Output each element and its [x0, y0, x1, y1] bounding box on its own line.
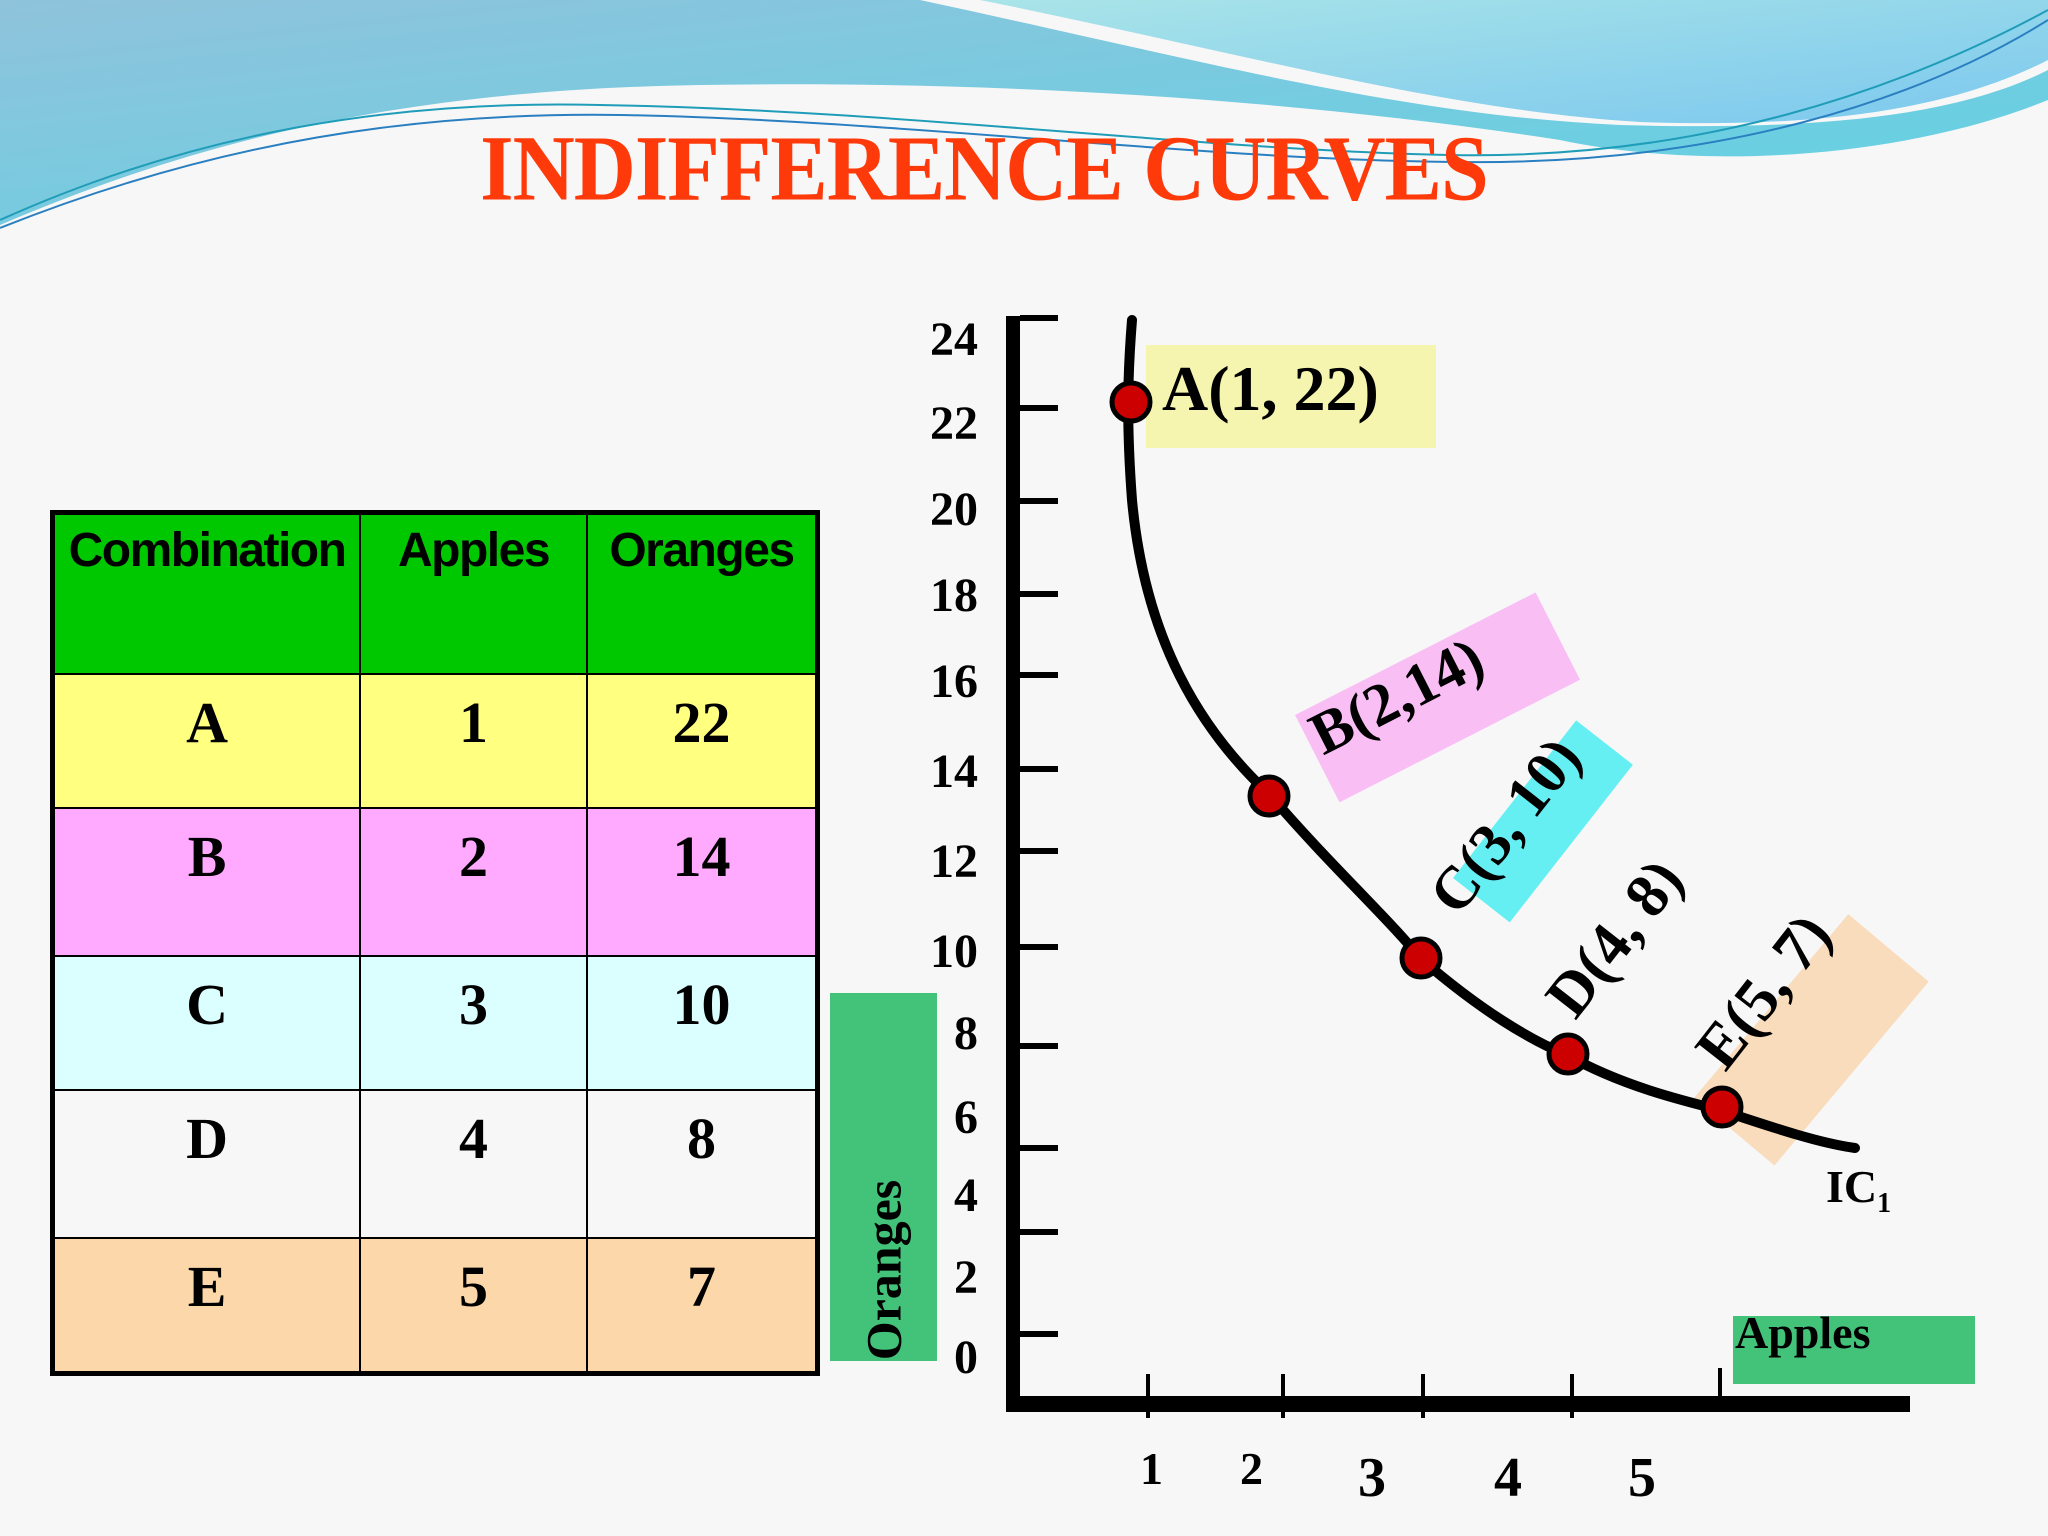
label-bg-a — [1146, 345, 1436, 448]
point-e — [1700, 1085, 1744, 1129]
cell-combination: B — [51, 807, 362, 957]
cell-combination: A — [51, 673, 362, 809]
curve-label-subscript: 1 — [1877, 1188, 1892, 1220]
cell-oranges: 7 — [585, 1237, 819, 1375]
point-a — [1109, 380, 1153, 424]
label-bg-c — [1453, 720, 1633, 923]
y-tick-16: 16 — [930, 655, 978, 708]
header-apples: Apples — [359, 511, 588, 675]
cell-apples: 1 — [359, 673, 588, 809]
y-tick-0: 0 — [954, 1331, 978, 1384]
y-tick-10: 10 — [930, 925, 978, 978]
cell-combination: E — [51, 1237, 362, 1375]
x-tick-3: 3 — [1358, 1447, 1386, 1509]
x-axis-label: Apples — [1735, 1307, 1871, 1358]
table-header-row: Combination Apples Oranges — [51, 511, 819, 675]
curve-label-ic1: IC1 — [1826, 1160, 1891, 1220]
cell-oranges: 8 — [585, 1089, 819, 1239]
table-row: D 4 8 — [51, 1089, 819, 1239]
y-tick-20: 20 — [930, 483, 978, 536]
y-tick-24: 24 — [930, 313, 978, 366]
background-waves — [0, 0, 2048, 229]
point-label-a: A(1, 22) — [1162, 353, 1379, 424]
header-combination: Combination — [51, 511, 362, 675]
x-tick-5: 5 — [1628, 1447, 1656, 1509]
cell-apples: 2 — [359, 807, 588, 957]
label-bg-b — [1295, 592, 1581, 803]
x-tick-4: 4 — [1494, 1447, 1522, 1509]
cell-combination: D — [51, 1089, 362, 1239]
y-axis-ticks — [1020, 315, 1058, 1337]
cell-combination: C — [51, 955, 362, 1091]
cell-apples: 5 — [359, 1237, 588, 1375]
table-row: C 3 10 — [51, 955, 819, 1091]
cell-oranges: 14 — [585, 807, 819, 957]
y-axis-line — [1006, 316, 1020, 1410]
cell-apples: 4 — [359, 1089, 588, 1239]
table-row: B 2 14 — [51, 807, 819, 957]
slide-title: INDIFFERENCE CURVES — [480, 116, 1489, 220]
point-c — [1399, 936, 1443, 980]
table-row: A 1 22 — [51, 673, 819, 809]
y-tick-12: 12 — [930, 835, 978, 888]
point-b — [1247, 774, 1291, 818]
combination-table: Combination Apples Oranges A 1 22 B 2 14… — [50, 510, 820, 1376]
cell-apples: 3 — [359, 955, 588, 1091]
x-axis-ticks — [1146, 1368, 1722, 1418]
table-row: E 5 7 — [51, 1237, 819, 1375]
cell-oranges: 22 — [585, 673, 819, 809]
y-axis-label-box — [830, 993, 937, 1361]
x-tick-2: 2 — [1240, 1443, 1263, 1494]
x-axis-label-box — [1733, 1316, 1975, 1384]
point-d — [1546, 1032, 1590, 1076]
y-tick-22: 22 — [930, 397, 978, 450]
cell-oranges: 10 — [585, 955, 819, 1091]
label-bg-e — [1694, 914, 1929, 1166]
y-tick-8: 8 — [954, 1007, 978, 1060]
y-tick-4: 4 — [954, 1169, 978, 1222]
curve-label-text: IC — [1826, 1161, 1878, 1212]
y-tick-14: 14 — [930, 745, 978, 798]
x-axis-line — [1006, 1396, 1910, 1412]
y-tick-18: 18 — [930, 569, 978, 622]
header-oranges: Oranges — [585, 511, 819, 675]
y-tick-6: 6 — [954, 1091, 978, 1144]
y-tick-2: 2 — [954, 1251, 978, 1304]
x-tick-1: 1 — [1140, 1443, 1163, 1494]
